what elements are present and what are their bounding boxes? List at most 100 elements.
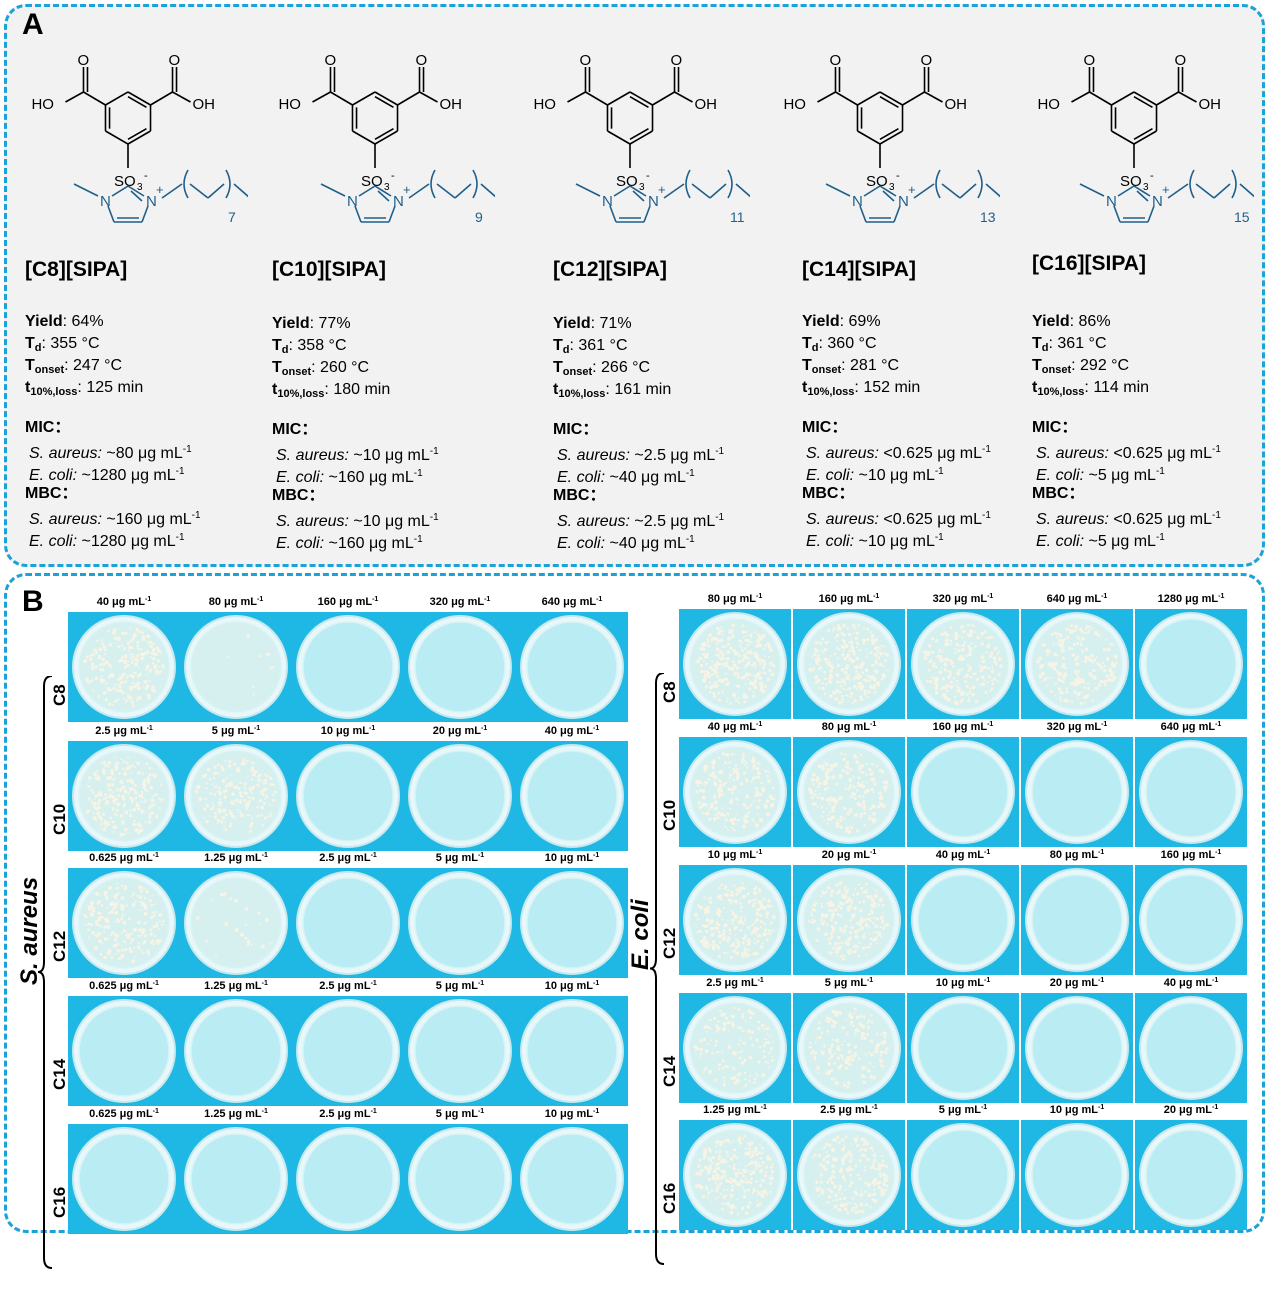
colony (865, 674, 869, 677)
colony (827, 1188, 830, 1191)
colony (98, 654, 102, 658)
bond-line (127, 130, 151, 145)
colony (754, 1166, 758, 1170)
colony (962, 629, 966, 634)
colony (746, 1204, 751, 1209)
colony (742, 816, 746, 819)
colony (841, 697, 844, 701)
colony (1045, 684, 1048, 687)
colony (839, 1168, 844, 1173)
colony (733, 1163, 736, 1166)
colony (740, 906, 743, 909)
colony (861, 1066, 866, 1071)
colony (708, 1166, 713, 1171)
colony (1080, 678, 1084, 682)
colony (123, 789, 128, 794)
colony (874, 661, 878, 665)
colony (872, 1065, 875, 1068)
colony (128, 645, 132, 650)
colony (760, 1151, 764, 1155)
colony (745, 806, 750, 810)
colony (735, 892, 739, 896)
colony (927, 668, 931, 672)
petri-dish-drawing (683, 740, 787, 844)
colony (722, 1076, 726, 1079)
colony (733, 1081, 738, 1085)
colony (867, 1051, 871, 1054)
colony (716, 631, 721, 636)
colony (92, 772, 97, 777)
concentration-value: ~10 μg mL (858, 467, 935, 484)
colony (263, 773, 266, 776)
concentration-text: 160 μg mL (317, 596, 373, 608)
colony (817, 796, 821, 800)
tonset-sub: onset (811, 364, 842, 376)
colony (743, 934, 748, 938)
colony (831, 1170, 836, 1175)
colony (812, 903, 816, 907)
organism-label: E. coli: (557, 535, 606, 552)
concentration-label: 5 μg mL-1 (404, 980, 516, 992)
petri-dish (292, 996, 404, 1106)
concentration-label: 80 μg mL-1 (793, 721, 905, 733)
colony (838, 1141, 841, 1144)
colony (140, 809, 144, 813)
organism-label: S. aureus: (276, 513, 349, 530)
colony (137, 630, 141, 634)
colony (863, 790, 868, 794)
concentration-text: 1280 μg mL (1157, 593, 1219, 605)
colony (151, 911, 154, 914)
atom-label: O (324, 52, 336, 69)
colony (263, 816, 268, 820)
colony (719, 940, 722, 943)
colony (208, 777, 212, 781)
colony (121, 948, 125, 952)
colony (766, 812, 771, 817)
colony (121, 644, 124, 647)
colony (859, 753, 863, 757)
colony (830, 1068, 834, 1072)
colony (738, 639, 742, 643)
colony (861, 1080, 864, 1083)
petri-dish (180, 868, 292, 978)
colony (825, 807, 828, 810)
colony (957, 689, 962, 693)
colony (809, 1041, 812, 1045)
colony (841, 1157, 845, 1162)
colony (734, 945, 739, 949)
colony (1074, 662, 1079, 667)
colony (707, 1191, 711, 1195)
colony (828, 1051, 832, 1055)
colony (772, 1041, 775, 1044)
concentration-label: 5 μg mL-1 (907, 1104, 1019, 1116)
colony (823, 819, 826, 821)
petri-dish-drawing (408, 999, 512, 1103)
colony (1059, 699, 1063, 702)
colony (845, 812, 849, 815)
unit-exponent: -1 (873, 593, 880, 600)
colony (719, 789, 724, 793)
colony (869, 1146, 873, 1149)
colony (131, 652, 134, 655)
colony (858, 803, 863, 807)
colony (973, 672, 977, 675)
colony (706, 906, 710, 910)
colony (826, 768, 830, 772)
colony (124, 699, 128, 703)
colony (861, 1024, 866, 1029)
colony (733, 899, 738, 904)
colony (850, 643, 854, 646)
colony (746, 939, 751, 944)
colony (722, 938, 725, 941)
colony (698, 929, 702, 933)
colony (923, 650, 928, 655)
colony (745, 634, 748, 637)
colony (842, 650, 845, 653)
petri-dish (793, 993, 905, 1103)
colony (873, 1188, 876, 1191)
concentration-text: 10 μg mL (935, 977, 985, 989)
colony (85, 810, 90, 814)
colony (826, 1162, 829, 1165)
